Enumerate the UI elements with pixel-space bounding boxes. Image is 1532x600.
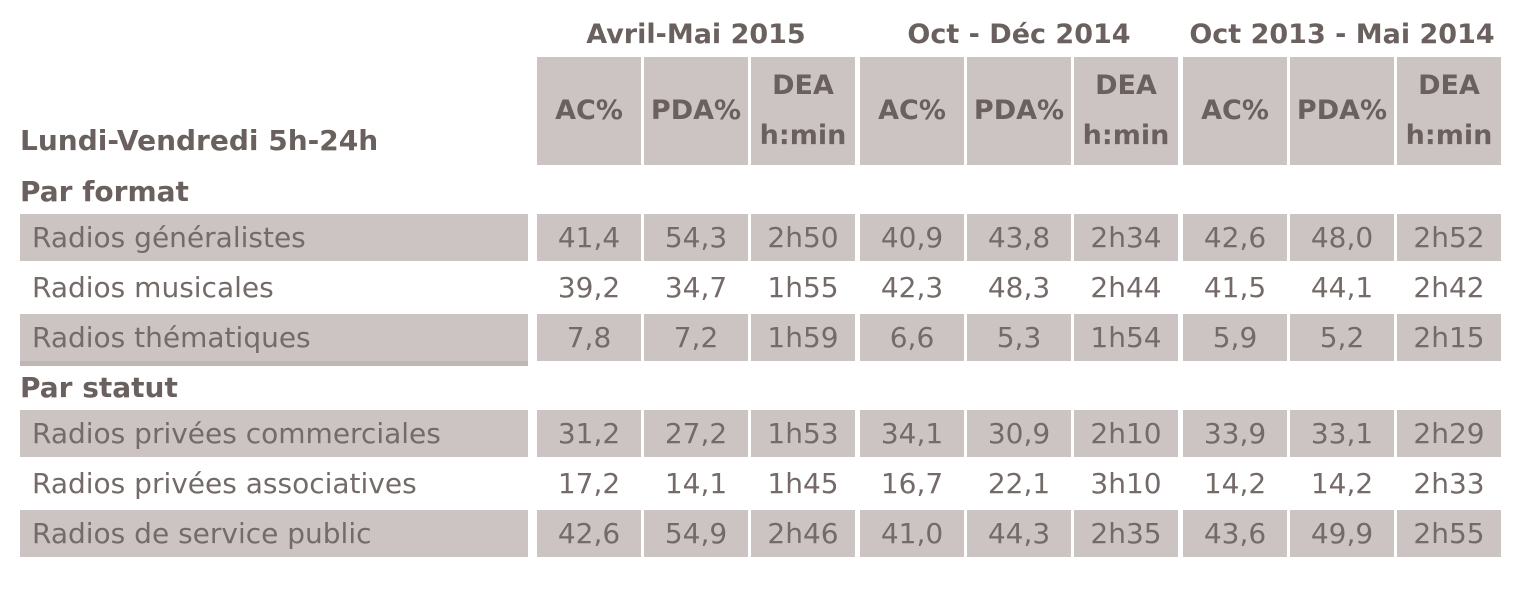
value-cell: 33,9 bbox=[1183, 410, 1287, 457]
value-cell: 2h50 bbox=[751, 214, 855, 261]
column-header-row: Lundi-Vendredi 5h-24h AC% PDA% DEA h:min AC%… bbox=[20, 57, 1532, 165]
column-header-pda-group3: PDA% bbox=[1290, 57, 1394, 165]
value-cell: 2h52 bbox=[1397, 214, 1501, 261]
value-cell: 1h55 bbox=[767, 271, 839, 304]
row-label: Radios musicales bbox=[32, 271, 274, 304]
value-cell: 27,2 bbox=[644, 410, 748, 457]
row-label: Radios privées commerciales bbox=[20, 410, 528, 457]
value-cell: 22,1 bbox=[987, 467, 1051, 500]
value-cell: 54,3 bbox=[644, 214, 748, 261]
value-cell: 2h10 bbox=[1074, 410, 1178, 457]
value-cell: 34,1 bbox=[860, 410, 964, 457]
column-header-pda-group1: PDA% bbox=[644, 57, 748, 165]
value-cell: 2h44 bbox=[1090, 271, 1162, 304]
row-label: Radios de service public bbox=[20, 510, 528, 557]
value-cell: 2h42 bbox=[1413, 271, 1485, 304]
value-cell: 41,5 bbox=[1203, 271, 1267, 304]
value-cell: 2h46 bbox=[751, 510, 855, 557]
column-header-line: DEA bbox=[772, 70, 834, 101]
value-cell: 7,2 bbox=[644, 314, 748, 361]
corner-label: Lundi-Vendredi 5h-24h bbox=[20, 124, 379, 157]
column-header-line: AC% bbox=[878, 95, 946, 126]
column-header-line: h:min bbox=[1082, 120, 1170, 151]
value-cell: 2h55 bbox=[1397, 510, 1501, 557]
column-header-ac-group2: AC% bbox=[860, 57, 964, 165]
value-cell: 43,8 bbox=[967, 214, 1071, 261]
value-cell: 48,0 bbox=[1290, 214, 1394, 261]
value-cell: 2h34 bbox=[1074, 214, 1178, 261]
period-title-oct-dec-2014: Oct - Déc 2014 bbox=[907, 19, 1131, 50]
column-header-line: AC% bbox=[1201, 95, 1269, 126]
value-cell: 33,1 bbox=[1290, 410, 1394, 457]
table-row: Radios privées commerciales 31,2 27,2 1h53 3… bbox=[20, 410, 1532, 457]
period-title-avril-mai-2015: Avril-Mai 2015 bbox=[586, 19, 806, 50]
value-cell: 31,2 bbox=[537, 410, 641, 457]
value-cell: 2h29 bbox=[1397, 410, 1501, 457]
value-cell: 44,3 bbox=[967, 510, 1071, 557]
value-cell: 1h54 bbox=[1074, 314, 1178, 361]
row-label: Radios thématiques bbox=[20, 314, 528, 361]
value-cell: 16,7 bbox=[880, 467, 944, 500]
column-header-line: h:min bbox=[759, 120, 847, 151]
column-header-line: AC% bbox=[555, 95, 623, 126]
value-cell: 14,2 bbox=[1203, 467, 1267, 500]
value-cell: 43,6 bbox=[1183, 510, 1287, 557]
section-title: Par format bbox=[20, 174, 189, 208]
column-header-line: PDA% bbox=[973, 95, 1065, 126]
value-cell: 17,2 bbox=[557, 467, 621, 500]
value-cell: 5,9 bbox=[1183, 314, 1287, 361]
table-row: Radios généralistes 41,4 54,3 2h50 40,9 43,8 2… bbox=[20, 214, 1532, 261]
value-cell: 2h33 bbox=[1413, 467, 1485, 500]
value-cell: 5,3 bbox=[967, 314, 1071, 361]
column-header-dea-group1: DEA h:min bbox=[751, 57, 855, 165]
value-cell: 7,8 bbox=[537, 314, 641, 361]
value-cell: 41,4 bbox=[537, 214, 641, 261]
column-header-ac-group1: AC% bbox=[537, 57, 641, 165]
column-header-line: h:min bbox=[1405, 120, 1493, 151]
row-label: Radios privées associatives bbox=[32, 467, 417, 500]
section-title: Par statut bbox=[20, 370, 178, 404]
value-cell: 39,2 bbox=[557, 271, 621, 304]
column-header-ac-group3: AC% bbox=[1183, 57, 1287, 165]
table-row: Radios musicales 39,2 34,7 1h55 42,3 48,3 2h44… bbox=[20, 264, 1532, 311]
value-cell: 1h59 bbox=[751, 314, 855, 361]
value-cell: 42,6 bbox=[1183, 214, 1287, 261]
value-cell: 1h45 bbox=[767, 467, 839, 500]
table-body: Par format Radios généralistes 41,4 54,3 2h5… bbox=[20, 168, 1532, 557]
column-header-pda-group2: PDA% bbox=[967, 57, 1071, 165]
value-cell: 40,9 bbox=[860, 214, 964, 261]
value-cell: 2h35 bbox=[1074, 510, 1178, 557]
value-cell: 1h53 bbox=[751, 410, 855, 457]
column-header-line: PDA% bbox=[1296, 95, 1388, 126]
value-cell: 14,1 bbox=[664, 467, 728, 500]
table-row: Radios thématiques 7,8 7,2 1h59 6,6 5,3 1h54 5,… bbox=[20, 314, 1532, 361]
table-row: Radios privées associatives 17,2 14,1 1h45 1… bbox=[20, 460, 1532, 507]
column-header-dea-group2: DEA h:min bbox=[1074, 57, 1178, 165]
value-cell: 6,6 bbox=[860, 314, 964, 361]
period-header-row: Avril-Mai 2015 Oct - Déc 2014 Oct 2013 -… bbox=[20, 12, 1532, 57]
column-header-line: DEA bbox=[1418, 70, 1480, 101]
column-header-line: DEA bbox=[1095, 70, 1157, 101]
value-cell: 54,9 bbox=[644, 510, 748, 557]
value-cell: 41,0 bbox=[860, 510, 964, 557]
value-cell: 42,3 bbox=[880, 271, 944, 304]
column-header-dea-group3: DEA h:min bbox=[1397, 57, 1501, 165]
value-cell: 44,1 bbox=[1310, 271, 1374, 304]
period-title-oct-2013-mai-2014: Oct 2013 - Mai 2014 bbox=[1189, 19, 1495, 50]
value-cell: 34,7 bbox=[664, 271, 728, 304]
value-cell: 42,6 bbox=[537, 510, 641, 557]
value-cell: 3h10 bbox=[1090, 467, 1162, 500]
row-label: Radios généralistes bbox=[20, 214, 528, 261]
column-header-line: PDA% bbox=[650, 95, 742, 126]
value-cell: 30,9 bbox=[967, 410, 1071, 457]
value-cell: 14,2 bbox=[1310, 467, 1374, 500]
table-row: Radios de service public 42,6 54,9 2h46 41,0… bbox=[20, 510, 1532, 557]
value-cell: 48,3 bbox=[987, 271, 1051, 304]
value-cell: 2h15 bbox=[1397, 314, 1501, 361]
value-cell: 5,2 bbox=[1290, 314, 1394, 361]
value-cell: 49,9 bbox=[1290, 510, 1394, 557]
